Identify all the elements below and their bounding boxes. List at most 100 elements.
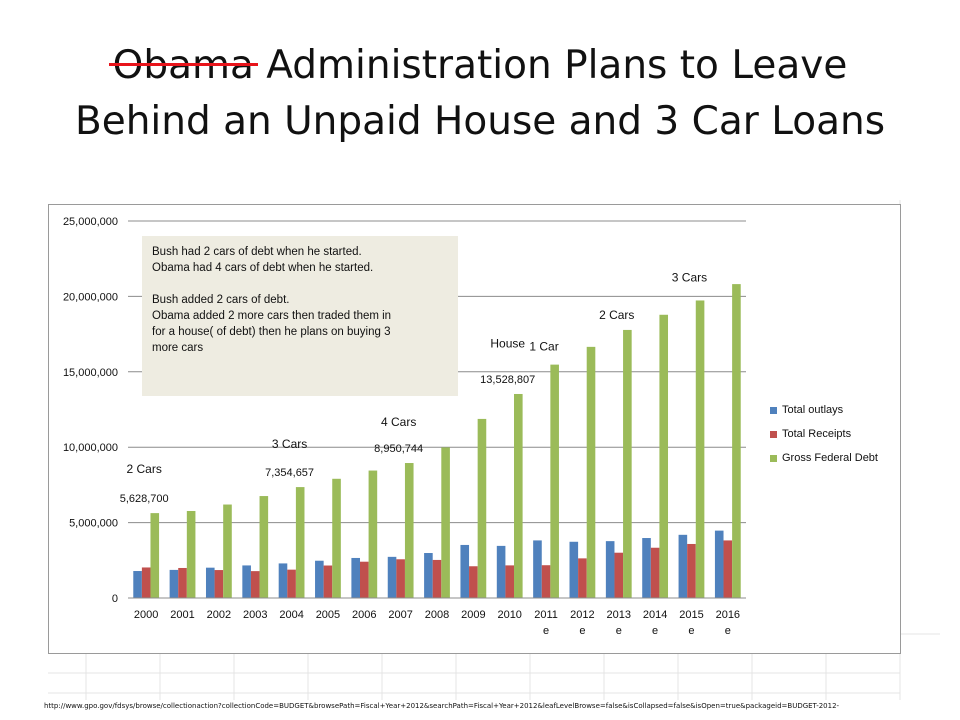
x-tick-label: 2014 e (643, 609, 667, 637)
x-tick-label: 2002 (207, 609, 231, 621)
bar (141, 567, 151, 598)
bar (387, 556, 397, 598)
data-label: 5,628,700 (120, 493, 169, 505)
data-label: 8,950,744 (374, 443, 423, 455)
bar (732, 284, 741, 598)
note-line-5: for a house( of debt) then he plans on b… (152, 326, 391, 338)
note-line-4: Obama added 2 more cars then traded them… (152, 310, 392, 322)
x-tick-label: 2000 (134, 609, 158, 621)
bar (332, 478, 341, 598)
bar (650, 547, 660, 598)
legend-item-debt: Gross Federal Debt (770, 446, 898, 470)
legend-label-receipts: Total Receipts (782, 428, 852, 440)
bar (259, 496, 269, 598)
x-tick-label: 2007 (388, 609, 412, 621)
x-tick-label: 2011 e (534, 609, 558, 637)
note-box: Bush had 2 cars of debt when he started.… (142, 236, 458, 396)
source-url: http://www.gpo.gov/fdsys/browse/collecti… (44, 702, 840, 710)
bar (477, 418, 487, 598)
bar (586, 346, 596, 598)
bar (351, 557, 360, 598)
bar (541, 565, 551, 598)
bar (550, 364, 559, 598)
bar (368, 470, 378, 598)
data-label: 13,528,807 (480, 374, 535, 386)
bar (295, 487, 305, 598)
title-line-1-rest: Administration Plans to Leave (253, 43, 848, 88)
bar (687, 543, 696, 598)
x-tick-label: 2008 (425, 609, 449, 621)
slide-title: Obama Administration Plans to Leave Behi… (0, 38, 960, 150)
annotation-label: 2 Cars (127, 462, 162, 476)
bar (578, 558, 587, 598)
bar (514, 393, 523, 598)
annotation-label: 2 Cars (599, 308, 634, 322)
bar (424, 553, 433, 598)
bar (695, 300, 705, 598)
x-tick-label: 2010 (497, 609, 521, 621)
note-line-3: Bush added 2 cars of debt. (152, 294, 290, 306)
legend-item-receipts: Total Receipts (770, 422, 898, 446)
x-tick-label: 2016 e (716, 609, 740, 637)
y-tick-label: 5,000,000 (69, 518, 118, 530)
bar (505, 565, 515, 598)
y-tick-label: 15,000,000 (63, 367, 118, 379)
bar (432, 559, 442, 598)
x-tick-label: 2003 (243, 609, 267, 621)
legend-label-debt: Gross Federal Debt (782, 452, 878, 464)
bar (496, 545, 506, 598)
bar (214, 570, 224, 598)
bar (223, 504, 232, 598)
legend-label-outlays: Total outlays (782, 404, 844, 416)
y-tick-label: 20,000,000 (63, 291, 118, 303)
bar (623, 329, 632, 598)
legend-item-outlays: Total outlays (770, 398, 898, 422)
bar (614, 552, 624, 598)
x-tick-label: 2006 (352, 609, 376, 621)
bar (714, 530, 724, 598)
bar (278, 563, 288, 598)
bar (396, 559, 405, 598)
annotation-label: House (490, 337, 525, 351)
annotation-label: 1 Car (529, 340, 558, 354)
x-tick-label: 2013 e (607, 609, 631, 637)
x-tick-label: 2005 (316, 609, 340, 621)
bar (469, 566, 478, 598)
bar (287, 569, 296, 598)
legend-swatch-debt (770, 454, 777, 462)
legend-swatch-receipts (770, 430, 777, 438)
bar (133, 571, 142, 598)
bar (323, 565, 333, 598)
title-line-1: Obama Administration Plans to Leave (0, 38, 960, 94)
bar (533, 540, 542, 598)
bar (178, 567, 187, 598)
data-label: 7,354,657 (265, 467, 314, 479)
title-line-2: Behind an Unpaid House and 3 Car Loans (74, 99, 886, 144)
bar (404, 463, 414, 598)
bar (169, 569, 179, 598)
bar (359, 561, 369, 598)
legend-swatch-outlays (770, 406, 777, 414)
annotation-label: 3 Cars (272, 437, 307, 451)
strike-through-line (108, 63, 258, 66)
debt-bar-chart: 0 5,000,000 10,000,000 15,000,000 20,000,000… (63, 216, 746, 637)
bar (642, 538, 651, 598)
bar (205, 567, 215, 598)
note-line-1: Bush had 2 cars of debt when he started. (152, 246, 362, 258)
bar (441, 447, 450, 598)
y-tick-label: 25,000,000 (63, 216, 118, 228)
x-tick-label: 2012 e (570, 609, 594, 637)
x-tick-label: 2015 e (679, 609, 703, 637)
bar (186, 510, 196, 598)
struck-word: Obama (108, 38, 258, 94)
y-tick-label: 0 (112, 593, 118, 605)
note-line-2: Obama had 4 cars of debt when he started… (152, 262, 374, 274)
bar (460, 544, 470, 598)
bar (569, 541, 579, 598)
bar (250, 571, 260, 598)
bar (315, 560, 324, 598)
chart-legend: Total outlays Total Receipts Gross Feder… (770, 398, 898, 470)
bar (678, 534, 688, 598)
bar (150, 513, 160, 598)
annotation-label: 3 Cars (672, 270, 707, 284)
